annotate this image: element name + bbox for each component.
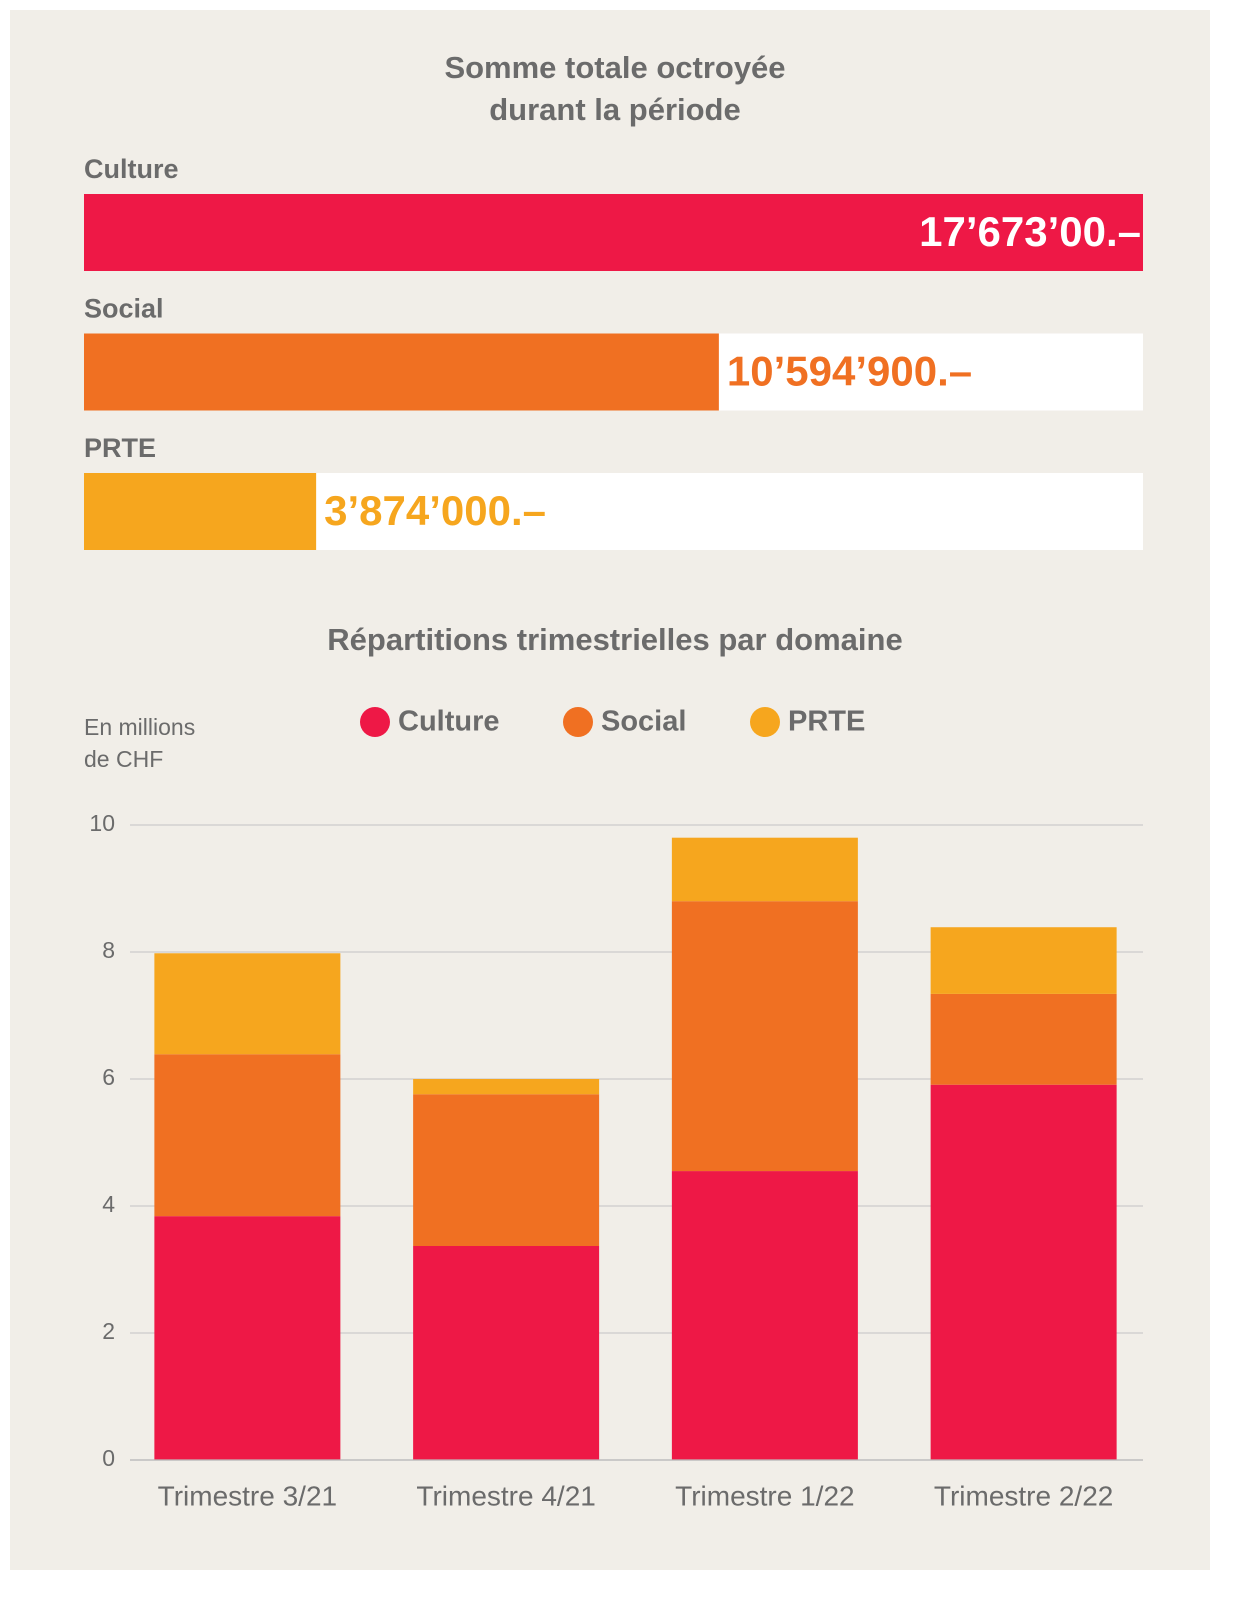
legend-label: Culture: [398, 706, 500, 738]
y-tick-label: 8: [102, 937, 115, 963]
legend-label: Social: [601, 706, 686, 738]
chart-title: durant la période: [489, 92, 740, 127]
bar-segment: [671, 1171, 858, 1460]
legend-swatch: [563, 707, 593, 737]
x-tick-label: Trimestre 4/21: [416, 1480, 595, 1511]
legend-swatch: [360, 707, 390, 737]
y-axis-label: En millions: [84, 714, 195, 740]
category-label: Culture: [84, 154, 179, 184]
bar-segment: [930, 1084, 1117, 1460]
y-tick-label: 4: [102, 1191, 115, 1217]
x-tick-label: Trimestre 1/22: [675, 1480, 854, 1511]
bar: [84, 194, 1143, 271]
legend-swatch: [750, 707, 780, 737]
chart-title: Somme totale octroyée: [444, 50, 785, 85]
bar-segment: [413, 1246, 600, 1460]
y-tick-label: 2: [102, 1318, 115, 1344]
bar-segment: [154, 1216, 341, 1460]
bar-segment: [413, 1094, 600, 1247]
bar-segment: [671, 901, 858, 1172]
y-tick-label: 0: [102, 1445, 115, 1471]
value-label: 10’594’900.–: [727, 348, 972, 395]
y-tick-label: 10: [89, 810, 115, 836]
legend-label: PRTE: [788, 706, 865, 738]
y-tick-label: 6: [102, 1064, 115, 1090]
bar: [84, 473, 317, 550]
value-label: 17’673’00.–: [919, 208, 1141, 255]
y-axis-label: de CHF: [84, 746, 163, 772]
value-label: 3’874’000.–: [324, 487, 546, 534]
x-tick-label: Trimestre 2/22: [934, 1480, 1113, 1511]
chart-title: Répartitions trimestrielles par domaine: [327, 622, 902, 657]
category-label: Social: [84, 294, 164, 324]
category-label: PRTE: [84, 433, 156, 463]
bar-segment: [154, 1054, 341, 1217]
bar-segment: [930, 993, 1117, 1085]
bar: [84, 333, 719, 411]
x-tick-label: Trimestre 3/21: [158, 1480, 337, 1511]
bar-segment: [413, 1079, 600, 1095]
bar-segment: [930, 927, 1117, 994]
bar-segment: [671, 837, 858, 902]
bar-segment: [154, 953, 341, 1055]
